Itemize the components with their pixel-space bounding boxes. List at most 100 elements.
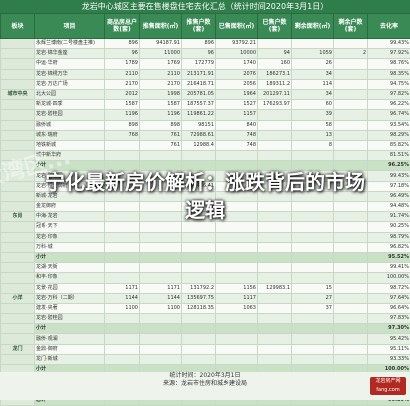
value-cell: 34: [292, 89, 334, 99]
value-cell: [292, 354, 334, 364]
block-cell: [1, 283, 35, 293]
sell-through-cell: 94.48%: [368, 202, 410, 212]
value-cell: [258, 130, 292, 140]
value-cell: [216, 232, 258, 242]
value-cell: [105, 140, 140, 150]
value-cell: [105, 334, 140, 344]
value-cell: 1157: [216, 110, 258, 120]
value-cell: 96: [182, 49, 216, 59]
block-cell: [1, 39, 35, 49]
value-cell: 2170: [105, 79, 140, 89]
value-cell: [216, 344, 258, 354]
value-cell: 96: [105, 49, 140, 59]
sell-through-cell: 97.83%: [368, 314, 410, 324]
value-cell: 1789: [105, 59, 140, 69]
block-cell: [1, 59, 35, 69]
value-cell: [258, 252, 292, 262]
value-cell: 1587: [105, 100, 140, 110]
value-cell: 26: [292, 59, 334, 69]
value-cell: 13: [292, 130, 334, 140]
project-name-cell: 永辉兰博南(二号楼盘主推): [35, 39, 105, 49]
value-cell: 129983.1: [258, 283, 292, 293]
value-cell: [140, 151, 182, 161]
block-cell: [1, 222, 35, 232]
block-cell: 城市中央: [1, 89, 35, 99]
block-cell: [1, 273, 35, 283]
value-cell: 205781.05: [182, 89, 216, 99]
footer: 统计时间：2020年3月1日 来源：龙岩市住房和城乡建设局: [0, 372, 410, 400]
value-cell: [216, 273, 258, 283]
value-cell: [334, 242, 368, 252]
value-cell: 761: [140, 130, 182, 140]
value-cell: [292, 344, 334, 354]
value-cell: [292, 263, 334, 273]
header-project: 项目: [35, 14, 105, 39]
value-cell: [334, 232, 368, 242]
value-cell: [334, 39, 368, 49]
sell-through-cell: 99.43%: [368, 39, 410, 49]
project-name-cell: 龙湖·天街: [35, 263, 105, 273]
value-cell: 1196: [105, 110, 140, 120]
value-cell: [105, 263, 140, 273]
value-cell: [182, 324, 216, 334]
value-cell: [140, 242, 182, 252]
value-cell: [216, 354, 258, 364]
value-cell: [258, 273, 292, 283]
value-cell: 1740: [216, 59, 258, 69]
value-cell: [140, 252, 182, 262]
value-cell: [334, 334, 368, 344]
project-name-cell: 龙岩·万科（二期）: [35, 293, 105, 303]
value-cell: 94187.91: [140, 39, 182, 49]
project-name-cell: 城东·瑞府: [35, 130, 105, 140]
value-cell: [140, 354, 182, 364]
value-cell: [258, 110, 292, 120]
value-cell: [334, 100, 368, 110]
value-cell: [334, 120, 368, 130]
value-cell: [334, 314, 368, 324]
value-cell: [140, 314, 182, 324]
sell-through-cell: 97.92%: [368, 49, 410, 59]
value-cell: [258, 140, 292, 150]
value-cell: [140, 324, 182, 334]
sell-through-cell: 95.11%: [368, 344, 410, 354]
headline: 宁化最新房价解析：涨跌背后的市场逻辑: [40, 168, 370, 224]
value-cell: 213171.91: [182, 69, 216, 79]
value-cell: 135697.75: [182, 293, 216, 303]
block-cell: [1, 242, 35, 252]
value-cell: [334, 324, 368, 334]
header-units-sold: 已售户数(套): [258, 14, 292, 39]
value-cell: 10000: [216, 49, 258, 59]
block-cell: [1, 79, 35, 89]
value-cell: [216, 334, 258, 344]
value-cell: 12988.4: [182, 140, 216, 150]
value-cell: 72988.61: [182, 130, 216, 140]
value-cell: 748: [216, 140, 258, 150]
project-name-cell: 龙岩·锦华金座: [35, 49, 105, 59]
footer-line-1: 统计时间：2020年3月1日: [0, 372, 410, 380]
value-cell: [105, 273, 140, 283]
sell-through-cell: 97.18%: [368, 181, 410, 191]
sell-through-cell: 97.64%: [368, 293, 410, 303]
value-cell: 2: [334, 49, 368, 59]
sell-through-cell: 97.30%: [368, 324, 410, 334]
value-cell: [216, 324, 258, 334]
value-cell: 840: [216, 120, 258, 130]
value-cell: [258, 293, 292, 303]
value-cell: [182, 232, 216, 242]
sell-through-cell: 98.79%: [368, 232, 410, 242]
value-cell: 172779: [182, 59, 216, 69]
project-name-cell: 北大公园: [35, 89, 105, 99]
sell-through-cell: 98.76%: [368, 59, 410, 69]
project-name-cell: 融侨城: [35, 120, 105, 130]
value-cell: [258, 354, 292, 364]
value-cell: [216, 314, 258, 324]
